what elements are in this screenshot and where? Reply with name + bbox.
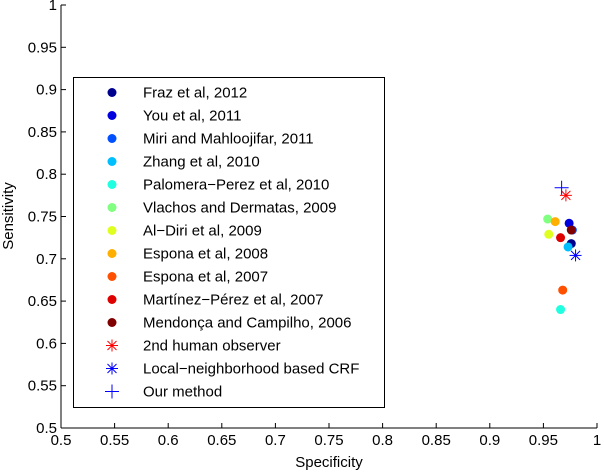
plus-marker: [554, 180, 569, 195]
legend-item: Our method: [105, 384, 222, 401]
legend-label: Miri and Mahloojifar, 2011: [143, 131, 314, 148]
legend-item: Espona et al, 2007: [107, 269, 268, 286]
dot-marker: [556, 305, 566, 315]
dot-marker: [550, 217, 560, 227]
y-tick-label: 0.8: [36, 166, 57, 183]
plus-marker-legend: [105, 384, 119, 399]
y-tick-label: 0.6: [36, 335, 57, 352]
y-tick-label: 0.95: [28, 39, 57, 56]
dot-marker-legend: [107, 111, 117, 120]
x-tick-label: 0.55: [100, 432, 129, 449]
dot-marker-legend: [107, 203, 117, 212]
x-tick-label: 0.5: [51, 432, 72, 449]
legend-label: Martínez−Pérez et al, 2007: [143, 292, 324, 309]
legend-item: 2nd human observer: [106, 338, 281, 355]
legend-label: Espona et al, 2007: [143, 269, 268, 286]
legend-label: Palomera−Perez et al, 2010: [143, 177, 329, 194]
legend-item: Vlachos and Dermatas, 2009: [107, 200, 336, 217]
legend-label: Espona et al, 2008: [143, 246, 268, 263]
legend-box: [73, 77, 385, 408]
y-tick-label: 0.75: [28, 209, 57, 226]
legend-item: Espona et al, 2008: [107, 246, 268, 263]
dot-marker-legend: [107, 295, 117, 304]
x-axis-label: Specificity: [295, 454, 363, 471]
dot-marker-legend: [107, 318, 117, 327]
y-axis-label: Sensitivity: [0, 182, 17, 250]
dot-marker-legend: [107, 157, 117, 166]
legend-label: You et al, 2011: [143, 108, 241, 125]
y-tick-label: 0.65: [28, 293, 57, 310]
legend-label: 2nd human observer: [143, 338, 281, 355]
y-tick-label: 0.5: [36, 420, 57, 437]
legend-label: Vlachos and Dermatas, 2009: [143, 200, 336, 217]
legend-item: Martínez−Pérez et al, 2007: [107, 292, 324, 309]
dot-marker: [564, 218, 574, 228]
x-tick-label: 1: [593, 432, 601, 449]
x-tick-label: 0.6: [158, 432, 179, 449]
legend-item: Palomera−Perez et al, 2010: [107, 177, 329, 194]
dot-marker-legend: [107, 272, 117, 281]
dot-marker: [558, 285, 568, 295]
x-tick-label: 0.95: [529, 432, 558, 449]
x-tick-label: 0.8: [372, 432, 393, 449]
dot-marker: [544, 229, 554, 239]
dot-marker-legend: [107, 134, 117, 143]
star-marker: [559, 189, 572, 202]
dot-marker-legend: [107, 226, 117, 235]
axes: 0.5 0.55 0.6 0.65 0.7 0.75 0.8 0.85 0.9 0.95 1 0.5 0…: [28, 0, 601, 449]
legend-item: Mendonça and Campilho, 2006: [107, 315, 351, 332]
legend-item: Al−Diri et al, 2009: [107, 223, 262, 240]
x-tick-label: 0.7: [265, 432, 286, 449]
legend-label: Fraz et al, 2012: [143, 85, 247, 102]
data-points: [543, 180, 582, 315]
legend-label: Al−Diri et al, 2009: [143, 223, 262, 240]
y-tick-label: 0.7: [36, 251, 57, 268]
x-tick-label: 0.65: [207, 432, 236, 449]
y-tick-label: 1: [49, 0, 57, 14]
legend-item: Miri and Mahloojifar, 2011: [107, 131, 314, 148]
legend-item: You et al, 2011: [107, 108, 241, 125]
x-tick-label: 0.85: [422, 432, 451, 449]
legend-label: Zhang et al, 2010: [143, 154, 260, 171]
legend-label: Local−neighborhood based CRF: [143, 361, 359, 378]
star-marker-legend: [106, 362, 118, 375]
legend-item: Fraz et al, 2012: [107, 85, 247, 102]
dot-marker-legend: [107, 249, 117, 258]
legend-label: Our method: [143, 384, 222, 401]
legend-item: Zhang et al, 2010: [107, 154, 260, 171]
dot-marker-legend: [107, 180, 117, 189]
dot-marker: [556, 233, 566, 243]
star-marker-legend: [106, 339, 118, 352]
legend-label: Mendonça and Campilho, 2006: [143, 315, 351, 332]
legend: Fraz et al, 2012 You et al, 2011 Miri and …: [73, 77, 385, 408]
y-tick-label: 0.85: [28, 124, 57, 141]
dot-marker: [543, 214, 553, 224]
legend-item: Local−neighborhood based CRF: [106, 361, 359, 378]
y-tick-label: 0.55: [28, 378, 57, 395]
y-tick-label: 0.9: [36, 82, 57, 99]
dot-marker-legend: [107, 88, 117, 97]
star-marker: [569, 249, 582, 262]
x-tick-label: 0.75: [314, 432, 343, 449]
x-tick-label: 0.9: [479, 432, 500, 449]
dot-marker: [566, 225, 576, 235]
dot-marker: [563, 242, 573, 252]
